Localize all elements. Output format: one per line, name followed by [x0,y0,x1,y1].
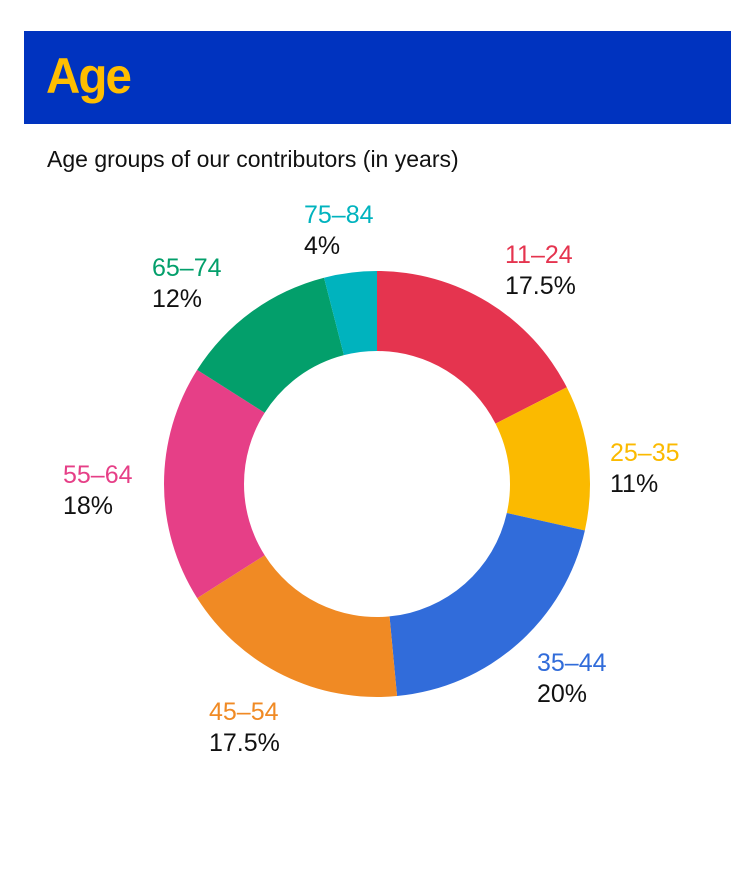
slice-label: 75–84 4% [304,200,374,262]
category-label: 75–84 [304,201,374,229]
donut-slice [389,513,585,697]
chart-title: Age groups of our contributors (in years… [47,146,459,172]
category-label: 55–64 [63,461,133,489]
category-label: 11–24 [505,241,573,269]
slice-label: 25–35 11% [610,438,680,500]
value-label: 4% [304,232,341,260]
value-label: 17.5% [209,729,280,757]
value-label: 20% [537,680,588,708]
page-title: Age [46,48,132,104]
category-label: 35–44 [537,649,607,677]
donut-slice [197,277,344,413]
value-label: 17.5% [505,272,576,300]
category-label: 25–35 [610,439,680,467]
donut-slice [324,271,377,356]
category-label: 65–74 [152,254,222,282]
slice-label: 35–44 20% [537,648,607,710]
value-label: 12% [152,285,203,313]
donut-slice [495,387,590,531]
value-label: 11% [610,470,659,498]
slice-label: 11–24 17.5% [505,240,576,302]
donut-slice [164,369,265,599]
header-banner: Age [24,31,731,124]
donut-slice [197,555,398,697]
slice-label: 45–54 17.5% [209,697,280,759]
slice-label: 65–74 12% [152,253,222,315]
slice-label: 55–64 18% [63,460,133,522]
value-label: 18% [63,492,114,520]
donut-slice [377,271,567,424]
category-label: 45–54 [209,698,279,726]
